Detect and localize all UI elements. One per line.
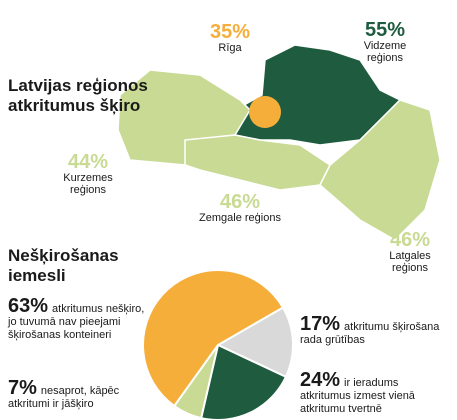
region-value: 35% (209, 21, 251, 43)
pie-slice (215, 306, 294, 379)
region-name: Rīga (218, 42, 242, 54)
pie-value: 24% (300, 369, 341, 391)
region-value: 55% (364, 19, 406, 41)
pie-item: 17% atkritumu šķirošana rada grūtības (300, 314, 450, 347)
region (319, 99, 441, 241)
region-name: Kurzemes reģions (63, 172, 113, 196)
map-title: Latvijas reģionos atkritumus šķiro (8, 76, 148, 115)
region-name: Vidzeme reģions (363, 40, 407, 64)
pie-item: 7% nesaprot, kāpēc atkritumi ir jāšķiro (8, 378, 138, 411)
pie-item: 63% atkritumus nešķiro, jo tuvumā nav pie… (8, 296, 146, 342)
pie-value: 17% (300, 313, 341, 335)
pie-value: 63% (8, 295, 49, 317)
pie-value: 7% (8, 377, 37, 399)
pie-label: ir ieradums atkritumus izmest vienā atkr… (300, 377, 415, 415)
region-riga (249, 96, 281, 128)
pie-label: nesaprot, kāpēc atkritumi ir jāšķiro (8, 385, 120, 410)
pie-item: 24% ir ieradums atkritumus izmest vienā a… (300, 370, 450, 416)
pie-label: atkritumu šķirošana rada grūtības (300, 321, 440, 346)
region-value: 44% (67, 151, 109, 173)
region-name: Zemgale reģions (199, 212, 281, 224)
pie-slice (142, 269, 285, 408)
pie-title: Nešķirošanas iemesli (8, 246, 119, 285)
pie-label: atkritumus nešķiro, jo tuvumā nav pieeja… (8, 303, 145, 341)
region-name: Latgales reģions (389, 250, 431, 274)
region-value: 46% (389, 229, 431, 251)
pie-slice (199, 343, 288, 420)
region-value: 46% (219, 191, 261, 213)
